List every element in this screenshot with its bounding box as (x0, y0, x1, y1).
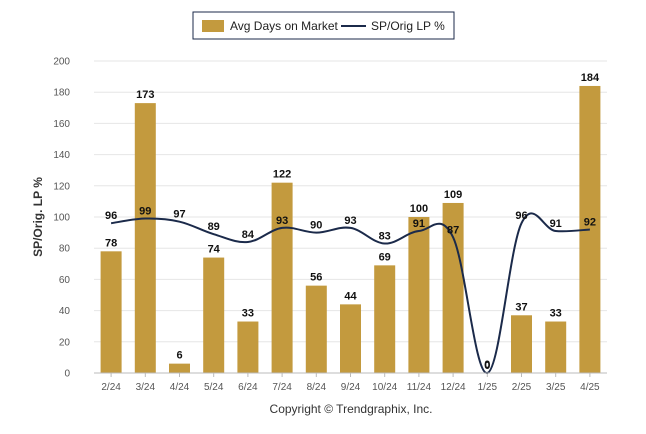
x-tick-label: 3/25 (546, 382, 566, 393)
bar-value-label: 74 (208, 244, 221, 256)
x-tick-label: 5/24 (204, 382, 224, 393)
bar-value-label: 33 (550, 308, 562, 320)
bar-value-label: 109 (444, 189, 462, 201)
line-value-label: 84 (242, 229, 255, 241)
y-axis-title: SP/Orig. LP % (31, 177, 45, 257)
x-tick-label: 7/24 (272, 382, 292, 393)
bar-value-label: 184 (581, 72, 600, 84)
line-value-label: 91 (550, 218, 562, 230)
bar (271, 182, 293, 373)
line-path (110, 212, 590, 375)
line-value-label: 97 (173, 209, 185, 221)
y-tick-label: 160 (53, 119, 70, 130)
bar (511, 315, 532, 373)
bars (100, 85, 601, 374)
bar-labels: 78 173 6 74 33 122 56 44 69 100 109 0 37 33 184 (105, 72, 600, 371)
bar-value-label: 44 (344, 290, 357, 302)
bar (545, 321, 567, 373)
legend: Avg Days on Market SP/Orig LP % (192, 11, 455, 40)
line-value-label: 0 (484, 360, 490, 372)
y-tick-label: 40 (59, 306, 71, 317)
x-tick-label: 2/25 (512, 382, 532, 393)
bar (203, 257, 225, 373)
x-tick-label: 12/24 (441, 382, 466, 393)
y-tick-label: 80 (59, 244, 71, 255)
x-tick-label: 4/25 (580, 382, 600, 393)
bar (169, 363, 190, 373)
x-tick-label: 8/24 (307, 382, 327, 393)
legend-label-bar: Avg Days on Market (230, 19, 338, 33)
y-tick-label: 60 (59, 275, 71, 286)
bar (374, 265, 396, 373)
copyright-text: Copyright © Trendgraphix, Inc. (270, 402, 433, 416)
bar-value-label: 0 (484, 359, 490, 371)
x-tick-label: 2/24 (101, 382, 121, 393)
bar-value-label: 56 (310, 272, 322, 284)
y-tick-label: 100 (53, 213, 70, 224)
bar-value-label: 37 (515, 301, 527, 313)
line-value-label: 91 (413, 218, 425, 230)
legend-frame (192, 11, 455, 40)
line-value-label: 93 (344, 215, 356, 227)
line-value-label: 90 (310, 220, 322, 232)
bar (442, 202, 464, 373)
x-tick-label: 3/24 (136, 382, 156, 393)
bar-value-label: 100 (410, 203, 428, 215)
bar (134, 103, 156, 374)
line-value-label: 87 (447, 224, 459, 236)
x-tick-label: 11/24 (407, 382, 432, 393)
x-tick-label: 10/24 (372, 382, 397, 393)
legend-swatch-bar (202, 20, 224, 32)
y-tick-label: 180 (53, 88, 70, 99)
y-tick-label: 0 (64, 369, 70, 380)
x-tick-label: 4/24 (170, 382, 190, 393)
line-value-label: 96 (105, 210, 117, 222)
line-series (110, 212, 590, 375)
y-axis-ticks: 0 20 40 60 80 100 120 140 160 180 200 (53, 57, 70, 380)
y-tick-label: 20 (59, 337, 71, 348)
x-axis-ticks: 2/24 3/24 4/24 5/24 6/24 7/24 8/24 9/24 10/24 11/… (101, 373, 600, 393)
bar-value-label: 173 (136, 89, 154, 101)
x-tick-label: 6/24 (238, 382, 258, 393)
line-value-label: 83 (379, 231, 391, 243)
x-tick-label: 1/25 (478, 382, 498, 393)
bar (340, 304, 361, 373)
y-tick-label: 200 (53, 57, 70, 68)
bar (305, 285, 327, 373)
bar-value-label: 6 (176, 350, 182, 362)
line-value-label: 96 (515, 210, 527, 222)
bar-value-label: 33 (242, 308, 254, 320)
bar (100, 251, 122, 373)
line-labels: 96 99 97 89 84 93 90 93 83 91 87 0 96 91 92 (105, 206, 596, 372)
line-value-label: 89 (208, 221, 220, 233)
line-value-label: 92 (584, 216, 596, 228)
line-value-label: 99 (139, 206, 151, 218)
bar-value-label: 69 (379, 251, 391, 263)
bar-value-label: 78 (105, 237, 117, 249)
y-tick-label: 120 (53, 181, 70, 192)
y-tick-label: 140 (53, 150, 70, 161)
bar (408, 217, 430, 373)
x-tick-label: 9/24 (341, 382, 361, 393)
bar-value-label: 122 (273, 169, 291, 181)
line-value-label: 93 (276, 215, 288, 227)
bar (237, 321, 259, 373)
legend-label-line: SP/Orig LP % (371, 19, 445, 33)
